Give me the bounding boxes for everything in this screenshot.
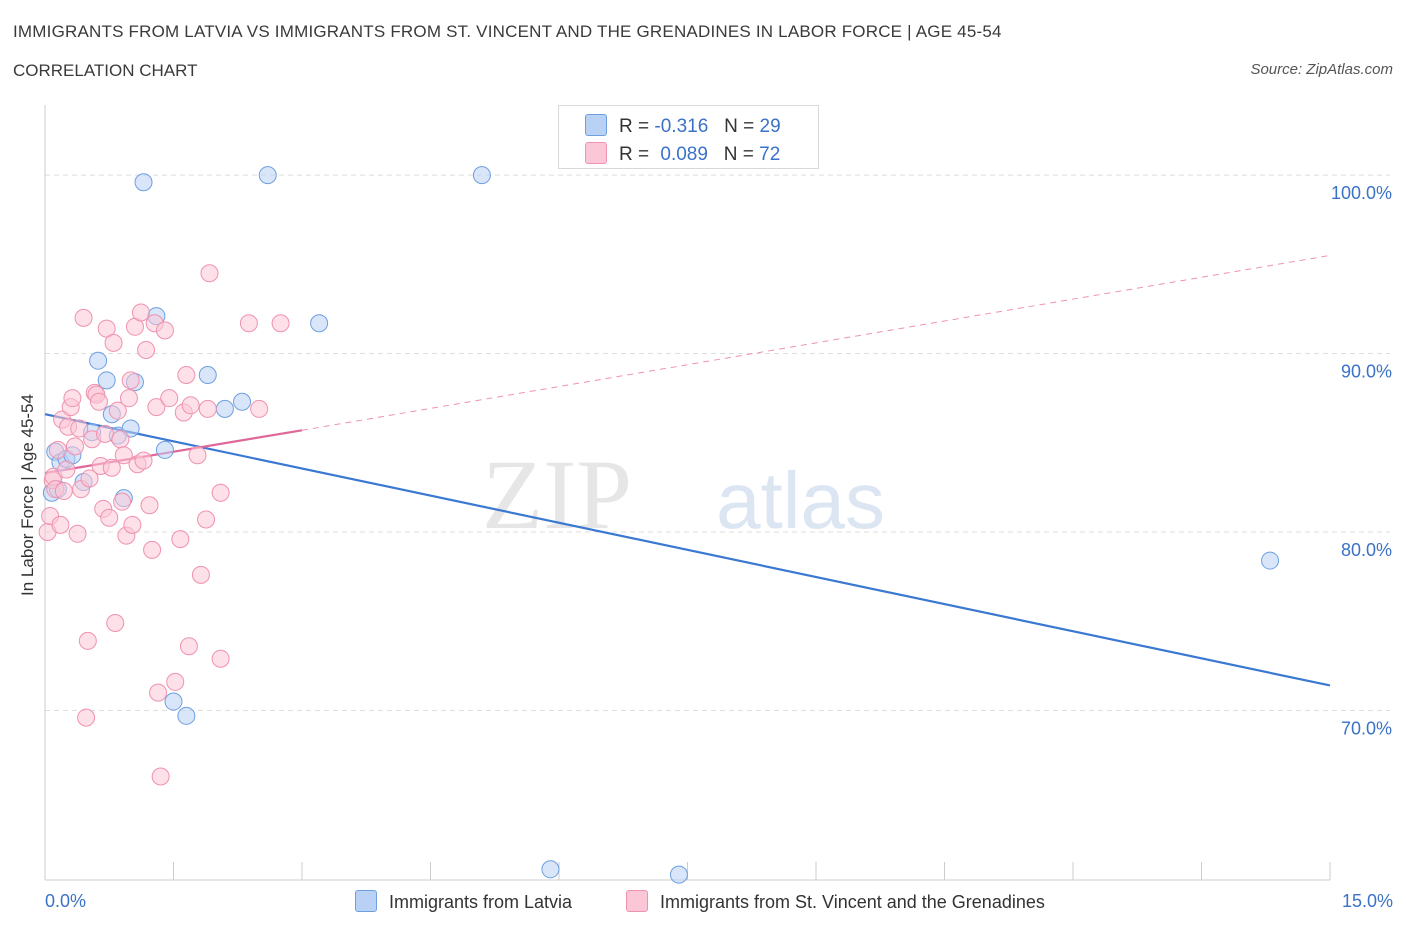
point-stvincent	[111, 430, 130, 449]
stats-legend: R = -0.316 N = 29 R = 0.089 N = 72	[558, 105, 819, 169]
n-value-stvincent: 72	[759, 144, 781, 165]
point-stvincent	[134, 451, 153, 470]
r-value-latvia: -0.316	[654, 116, 709, 137]
point-latvia	[1261, 551, 1280, 570]
point-stvincent	[80, 469, 99, 488]
source-label: Source: ZipAtlas.com	[1250, 61, 1393, 78]
point-stvincent	[188, 446, 207, 465]
point-latvia	[177, 706, 196, 725]
point-latvia	[89, 351, 108, 370]
legend-row-latvia: R = -0.316 N = 29	[585, 114, 781, 138]
point-stvincent	[102, 458, 121, 477]
point-stvincent	[211, 483, 230, 502]
point-stvincent	[106, 614, 125, 633]
point-stvincent	[181, 396, 200, 415]
data-points	[38, 166, 1280, 884]
legend-swatch-latvia	[585, 114, 607, 136]
point-stvincent	[177, 365, 196, 384]
legend-item-stvincent: Immigrants from St. Vincent and the Gren…	[626, 890, 1045, 913]
y-tick-label: 90.0%	[1341, 362, 1392, 382]
point-stvincent	[121, 371, 140, 390]
y-tick-label: 100.0%	[1331, 183, 1392, 203]
point-stvincent	[211, 649, 230, 668]
point-stvincent	[89, 392, 108, 411]
point-stvincent	[57, 460, 76, 479]
point-latvia	[258, 166, 277, 185]
x-tick-max: 15.0%	[1341, 891, 1393, 911]
point-stvincent	[100, 508, 119, 527]
point-stvincent	[123, 515, 142, 534]
point-stvincent	[70, 419, 89, 438]
point-stvincent	[140, 496, 159, 515]
x-tick-min: 0.0%	[45, 891, 87, 911]
point-stvincent	[143, 540, 162, 559]
trend-line-extension	[301, 254, 1331, 431]
point-latvia	[134, 173, 153, 192]
point-latvia	[233, 392, 252, 411]
point-stvincent	[63, 389, 82, 408]
point-latvia	[310, 314, 329, 333]
point-stvincent	[113, 492, 132, 511]
point-stvincent	[271, 314, 290, 333]
point-stvincent	[51, 515, 70, 534]
trend-lines	[44, 254, 1331, 687]
point-stvincent	[78, 631, 97, 650]
legend-row-stvincent: R = 0.089 N = 72	[585, 142, 780, 166]
y-tick-label: 70.0%	[1341, 718, 1392, 738]
point-stvincent	[108, 401, 127, 420]
point-stvincent	[191, 565, 210, 584]
point-latvia	[472, 166, 491, 185]
point-latvia	[198, 365, 217, 384]
point-stvincent	[74, 308, 93, 327]
point-stvincent	[250, 399, 269, 418]
point-latvia	[215, 399, 234, 418]
r-value-stvincent: 0.089	[660, 144, 708, 165]
watermark-atlas: atlas	[716, 456, 885, 545]
point-latvia	[669, 865, 688, 884]
point-latvia	[541, 860, 560, 879]
point-stvincent	[48, 440, 67, 459]
point-stvincent	[155, 321, 174, 340]
point-stvincent	[68, 524, 87, 543]
point-stvincent	[114, 446, 133, 465]
chart-subtitle: CORRELATION CHART	[13, 61, 198, 80]
point-stvincent	[95, 424, 114, 443]
axes	[44, 105, 1331, 881]
legend-swatch-bottom-latvia	[355, 890, 377, 912]
point-stvincent	[137, 340, 156, 359]
legend-item-latvia: Immigrants from Latvia	[355, 890, 572, 913]
point-stvincent	[171, 530, 190, 549]
n-value-latvia: 29	[759, 116, 781, 137]
watermark: ZIP atlas	[482, 439, 885, 550]
chart-title: IMMIGRANTS FROM LATVIA VS IMMIGRANTS FRO…	[13, 22, 1002, 41]
watermark-zip: ZIP	[482, 439, 632, 550]
point-stvincent	[197, 510, 216, 529]
point-stvincent	[160, 389, 179, 408]
point-stvincent	[65, 437, 84, 456]
point-stvincent	[131, 303, 150, 322]
point-latvia	[164, 692, 183, 711]
y-tick-labels: 70.0% 80.0% 90.0% 100.0%	[1331, 183, 1392, 738]
gridlines	[45, 174, 1390, 711]
point-stvincent	[166, 672, 185, 691]
point-stvincent	[198, 399, 217, 418]
point-stvincent	[147, 398, 166, 417]
point-stvincent	[77, 708, 96, 727]
point-stvincent	[200, 264, 219, 283]
point-stvincent	[151, 767, 170, 786]
y-tick-label: 80.0%	[1341, 540, 1392, 560]
point-stvincent	[149, 683, 168, 702]
point-stvincent	[179, 637, 198, 656]
point-stvincent	[119, 389, 138, 408]
point-stvincent	[54, 481, 73, 500]
legend-swatch-bottom-stvincent	[626, 890, 648, 912]
point-stvincent	[104, 333, 123, 352]
point-stvincent	[239, 314, 258, 333]
point-latvia	[155, 440, 174, 459]
legend-swatch-stvincent	[585, 142, 607, 164]
trend-line-latvia	[44, 413, 1331, 687]
point-latvia	[97, 371, 116, 390]
